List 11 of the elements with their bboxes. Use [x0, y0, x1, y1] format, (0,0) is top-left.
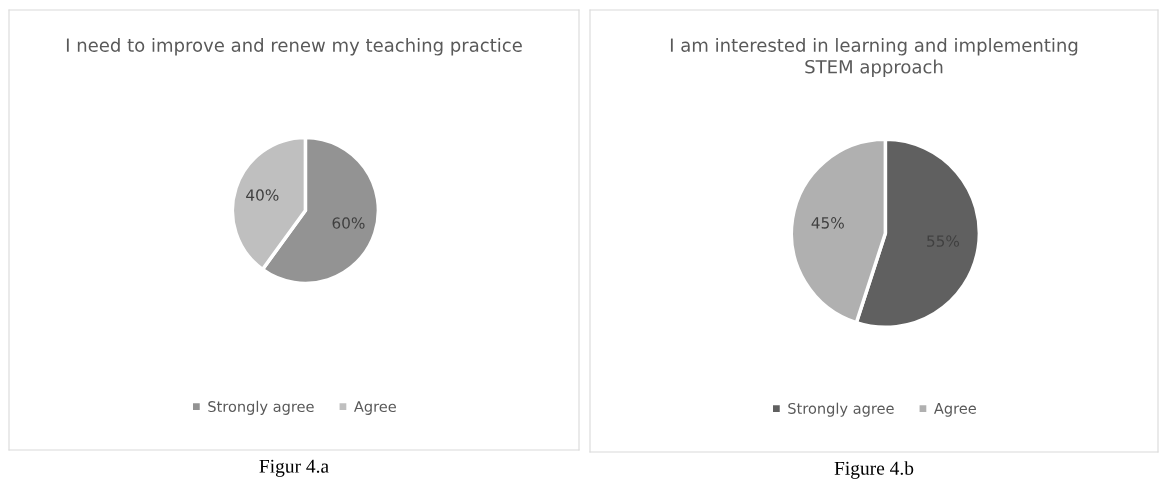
caption: Figure 4.b	[834, 461, 914, 479]
text: Figur 4.a	[259, 459, 329, 477]
chart-title: I need to improve and renew my teaching practice	[66, 38, 522, 56]
legend-label: Strongly agree	[208, 400, 314, 415]
data-label: 60%	[332, 217, 365, 229]
data-label: 45%	[811, 217, 844, 229]
legend-label: Agree	[353, 401, 396, 415]
data-label: 40%	[246, 189, 279, 201]
legend-label: Strongly agree	[788, 402, 894, 417]
legend-label: Agree	[933, 403, 976, 417]
chart-title: I am interested in learning and implementing STEM approach	[670, 38, 1078, 78]
